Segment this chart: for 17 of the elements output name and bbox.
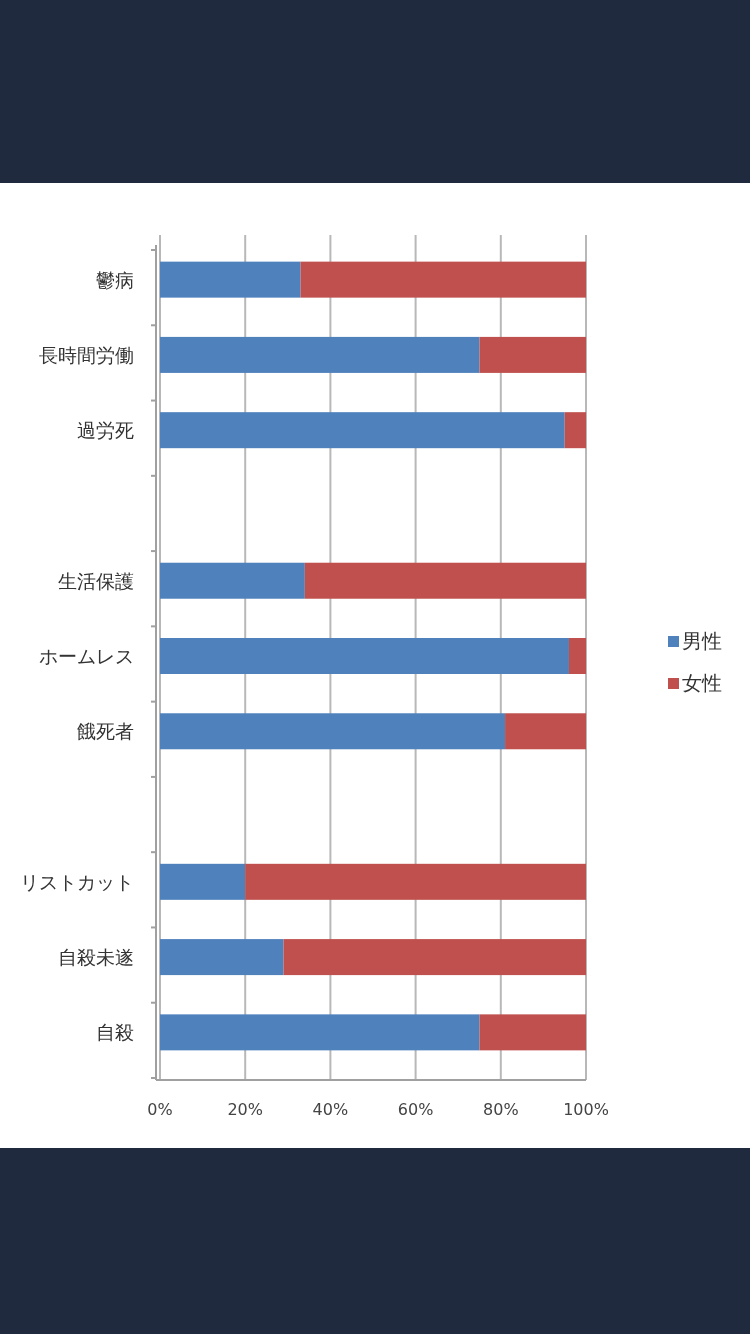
y-tick-label: 生活保護 [58,569,134,592]
x-tick-label: 20% [227,1100,263,1119]
x-tick-label: 40% [312,1100,349,1119]
legend-label: 女性 [682,671,722,695]
x-tick-label: 60% [397,1100,434,1119]
x-tick-label: 100% [563,1100,609,1119]
y-tick-label: 過労死 [77,419,134,442]
y-tick-label: 自殺 [96,1021,134,1044]
y-tick-label: 長時間労働 [39,343,134,366]
y-tick-label: リストカット [20,870,134,893]
y-tick-label: ホームレス [39,645,134,667]
y-tick-label: 餓死者 [77,720,134,743]
x-tick-label: 0% [147,1100,173,1119]
y-tick-label: 鬱病 [96,268,134,291]
legend-label: 男性 [682,629,722,653]
x-tick-label: 80% [483,1100,519,1119]
y-tick-label: 自殺未遂 [58,946,134,969]
